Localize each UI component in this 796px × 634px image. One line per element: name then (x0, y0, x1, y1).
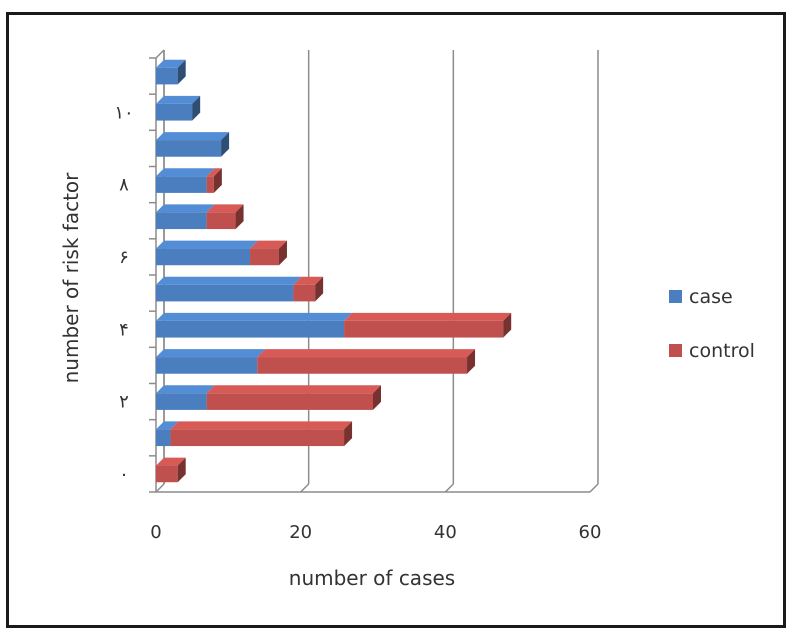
top-edge (155, 49, 165, 59)
bar-case-9 (156, 132, 230, 157)
bar-case-6 (156, 240, 259, 266)
x-tick-label: 0 (150, 522, 161, 543)
bar-control-1 (170, 421, 353, 447)
bar-control-2 (206, 385, 381, 410)
floor-edge (444, 483, 454, 493)
x-tick-label: 20 (289, 522, 312, 543)
legend: case control (669, 286, 755, 362)
bar-case-8 (156, 168, 215, 193)
axes (149, 49, 590, 493)
floor-edge (155, 483, 165, 493)
x-tick-label: 40 (434, 522, 457, 543)
x-axis-title: number of cases (289, 566, 455, 590)
y-tick-label: ٢ (119, 392, 129, 413)
legend-label-case: case (689, 286, 733, 308)
bars (156, 59, 512, 483)
y-axis-title: number of risk factor (59, 172, 83, 384)
bar-control-5 (293, 276, 324, 302)
x-tick-label: 60 (579, 522, 602, 543)
bar-case-10 (156, 95, 201, 121)
bar-case-2 (156, 385, 215, 410)
bar-control-3 (257, 349, 476, 374)
y-tick-labels: ٠ ٢ ۴ ۶ ٨ ١٠ (114, 102, 133, 485)
y-tick-label: ۴ (119, 319, 129, 340)
bar-control-4 (344, 312, 512, 338)
bar-case-3 (156, 349, 266, 374)
bar-control-0 (156, 457, 186, 483)
floor-edge (300, 483, 310, 493)
x-tick-labels: 0 20 40 60 (150, 522, 601, 543)
legend-label-control: control (689, 340, 755, 362)
bar-case-4 (156, 312, 353, 338)
y-tick-label: ٠ (119, 464, 129, 485)
bar-control-8 (206, 168, 222, 193)
bar-control-6 (250, 240, 287, 266)
bar-case-5 (156, 276, 302, 302)
bar-case-1 (156, 421, 179, 447)
floor-edge (589, 483, 599, 493)
y-tick-label: ۶ (119, 247, 129, 268)
bar-case-7 (156, 204, 215, 230)
legend-swatch-case (669, 290, 682, 303)
bar-control-7 (206, 204, 244, 230)
y-tick-label: ١٠ (114, 102, 133, 123)
bar-case-11 (156, 59, 186, 85)
legend-swatch-control (669, 344, 682, 357)
y-tick-label: ٨ (119, 175, 129, 196)
